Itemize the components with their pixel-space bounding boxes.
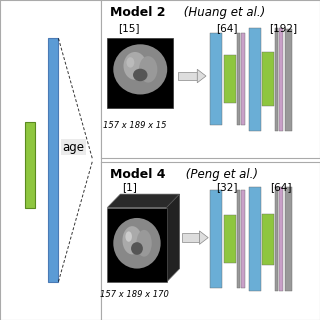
Ellipse shape: [113, 44, 167, 94]
Bar: [178, 72, 197, 80]
Text: [1]: [1]: [122, 182, 137, 192]
Ellipse shape: [131, 242, 143, 255]
Bar: [275, 187, 278, 292]
Bar: [108, 208, 167, 282]
Bar: [249, 187, 260, 292]
Ellipse shape: [136, 230, 152, 257]
Polygon shape: [197, 69, 206, 83]
Bar: [25, 122, 35, 208]
Ellipse shape: [113, 218, 161, 268]
Text: [15]: [15]: [118, 23, 140, 34]
Text: [32]: [32]: [216, 182, 237, 192]
Bar: [48, 38, 59, 282]
Bar: [237, 190, 240, 288]
Bar: [224, 215, 236, 263]
Polygon shape: [167, 194, 180, 282]
Text: (Peng et al.): (Peng et al.): [182, 168, 258, 181]
Ellipse shape: [126, 57, 134, 68]
Bar: [182, 233, 199, 242]
Bar: [211, 33, 222, 125]
Bar: [241, 190, 245, 288]
Bar: [262, 52, 274, 106]
Bar: [279, 187, 283, 292]
Bar: [279, 28, 283, 131]
Ellipse shape: [133, 69, 148, 81]
Text: age: age: [63, 141, 84, 154]
Bar: [285, 28, 292, 132]
Text: (Huang et al.): (Huang et al.): [180, 6, 265, 19]
Text: [64]: [64]: [216, 23, 237, 34]
Bar: [237, 33, 240, 125]
Ellipse shape: [125, 231, 132, 242]
Bar: [275, 28, 278, 131]
Text: 157 x 189 x 15: 157 x 189 x 15: [103, 121, 166, 130]
Bar: [224, 55, 236, 103]
Bar: [211, 190, 222, 288]
Bar: [285, 187, 292, 292]
Text: [192]: [192]: [269, 23, 297, 34]
Bar: [108, 38, 173, 108]
Text: [64]: [64]: [270, 182, 291, 192]
Text: 157 x 189 x 170: 157 x 189 x 170: [100, 290, 169, 299]
Polygon shape: [108, 194, 180, 208]
Bar: [249, 28, 260, 131]
Polygon shape: [199, 231, 208, 244]
Ellipse shape: [124, 52, 147, 80]
Bar: [241, 33, 245, 125]
Ellipse shape: [139, 56, 157, 83]
Bar: [262, 214, 274, 265]
Text: Model 4: Model 4: [109, 168, 165, 181]
Ellipse shape: [123, 226, 142, 254]
Text: Model 2: Model 2: [109, 6, 165, 19]
